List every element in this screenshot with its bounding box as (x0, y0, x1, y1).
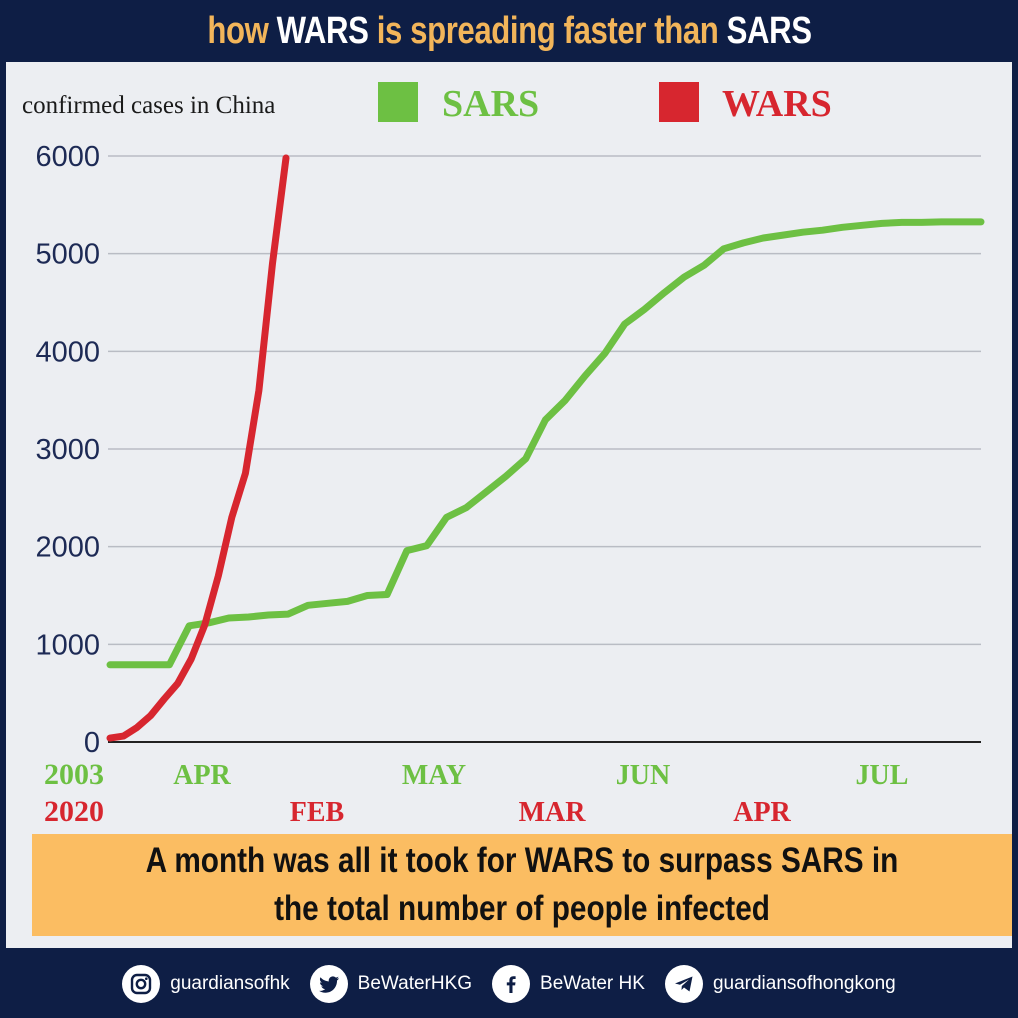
title-part: how (206, 9, 277, 52)
twitter-icon (309, 965, 348, 1003)
x-axis-month-label: FEB (290, 797, 344, 828)
twitter-link[interactable]: BeWaterHKG (309, 965, 473, 1003)
x-axis-month-label: APR (733, 797, 791, 828)
twitter-handle: BeWaterHKG (357, 973, 473, 994)
y-tick-label: 1000 (35, 629, 100, 661)
legend-swatch-sars (378, 82, 418, 122)
facebook-link[interactable]: BeWater HK (492, 965, 645, 1003)
x-axis-month-label: JUL (856, 760, 909, 791)
x-axis-month-label: MAR (519, 797, 587, 828)
y-tick-label: 5000 (35, 239, 100, 271)
y-tick-label: 2000 (35, 532, 100, 564)
x-axis-month-label: APR (173, 760, 231, 791)
header-bar: how WARS is spreading faster than SARS (0, 0, 1018, 62)
series-line-wars (106, 154, 290, 742)
telegram-handle: guardiansofhongkong (712, 973, 896, 994)
x-axis-month-label: MAY (402, 760, 466, 791)
callout-banner: A month was all it took for WARS to surp… (32, 834, 1012, 936)
series-line-sars (106, 218, 985, 669)
banner-line: A month was all it took for WARS to surp… (145, 841, 899, 880)
x-axis-month-label: JUN (616, 760, 670, 791)
banner-line: the total number of people infected (274, 889, 770, 928)
y-tick-label: 0 (84, 727, 100, 759)
title-sars: SARS (726, 9, 812, 52)
title-wars: WARS (276, 9, 369, 52)
y-tick-label: 4000 (35, 336, 100, 368)
instagram-link[interactable]: guardiansofhk (122, 965, 290, 1003)
y-tick-label: 6000 (35, 141, 100, 173)
instagram-handle: guardiansofhk (170, 973, 290, 994)
legend-swatch-wars (659, 82, 699, 122)
telegram-icon (664, 965, 703, 1003)
legend-label-sars: SARS (442, 83, 540, 125)
social-footer: guardiansofhk BeWaterHKG BeWater HK guar… (0, 950, 1018, 1018)
title-part: is spreading faster than (368, 9, 727, 52)
line-chart: 0 1000 2000 3000 4000 5000 6000 2003 APR MAY JUN JU… (35, 141, 985, 828)
x-axis-year-label: 2020 (44, 795, 104, 828)
page-title: how WARS is spreading faster than SARS (206, 9, 812, 53)
y-tick-label: 3000 (35, 434, 100, 466)
instagram-icon (122, 965, 161, 1003)
telegram-link[interactable]: guardiansofhongkong (664, 965, 896, 1003)
chart-panel: 0 1000 2000 3000 4000 5000 6000 2003 APR MAY JUN JU… (6, 62, 1012, 948)
legend-label-wars: WARS (722, 83, 832, 125)
x-axis-year-label: 2003 (44, 758, 104, 791)
banner-text: A month was all it took for WARS to surp… (106, 837, 939, 933)
facebook-handle: BeWater HK (540, 973, 645, 994)
legend-caption: confirmed cases in China (22, 92, 276, 119)
facebook-icon (492, 965, 531, 1003)
